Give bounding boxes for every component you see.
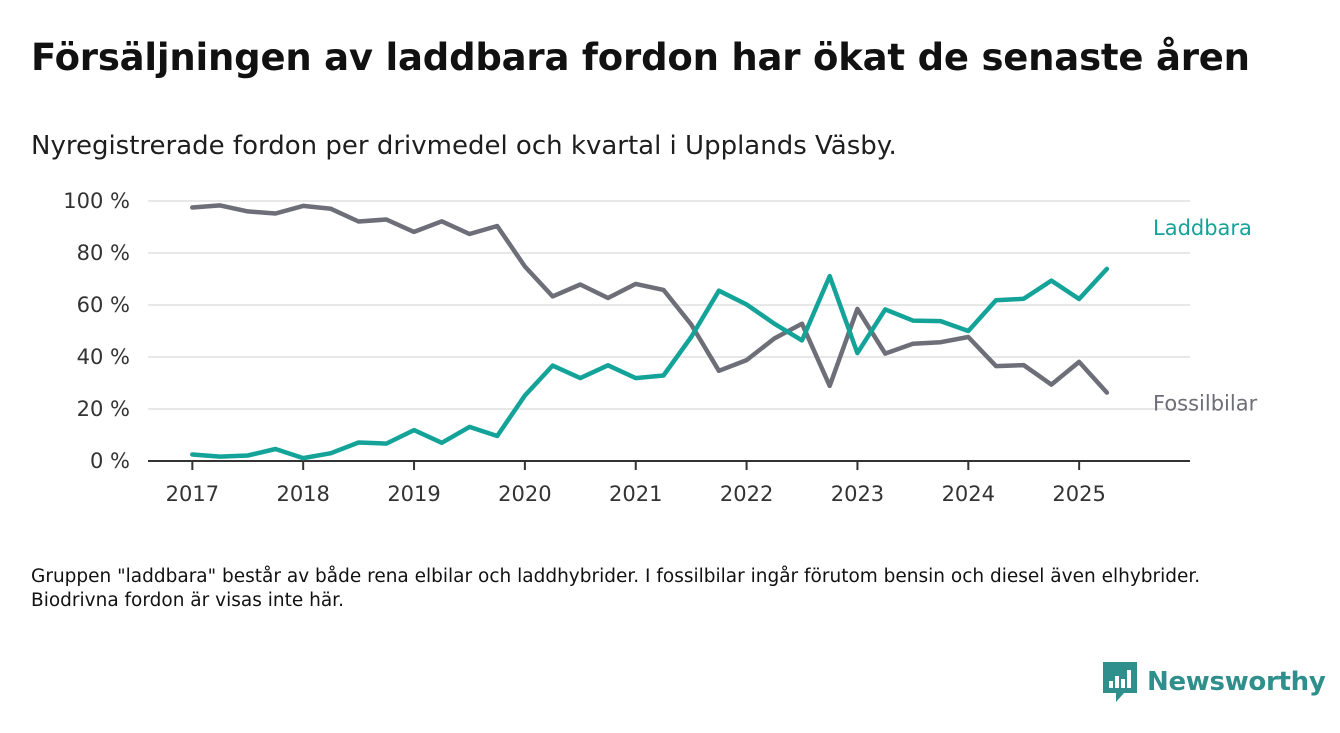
chart-title: Försäljningen av laddbara fordon har öka…	[31, 36, 1250, 79]
y-tick-label: 0 %	[90, 449, 130, 473]
series-labels: Laddbara Fossilbilar	[1153, 216, 1258, 416]
x-tick-label: 2021	[609, 482, 662, 506]
series-line-laddbara	[190, 266, 1110, 461]
brand-name: Newsworthy	[1147, 667, 1326, 697]
y-tick-label: 80 %	[77, 241, 130, 265]
gridlines	[148, 200, 1190, 410]
y-tick-label: 100 %	[63, 189, 130, 213]
series-lines	[190, 203, 1110, 461]
x-tick-label: 2023	[831, 482, 884, 506]
x-tick-label: 2024	[942, 482, 995, 506]
footnote: Gruppen "laddbara" består av både rena e…	[31, 566, 1201, 611]
y-axis: 0 % 20 % 40 % 60 % 80 % 100 %	[63, 189, 130, 473]
x-axis: 2017 2018 2019 2020 2021 2022 2023 2024 2025	[148, 460, 1190, 506]
x-tick-label: 2019	[387, 482, 440, 506]
brand-logo: Newsworthy	[1103, 662, 1326, 702]
newsworthy-logo-icon	[1103, 662, 1137, 702]
x-tick-label: 2025	[1052, 482, 1105, 506]
x-tick-label: 2020	[498, 482, 551, 506]
x-tick-label: 2017	[166, 482, 219, 506]
x-tick-label: 2018	[276, 482, 329, 506]
series-label-fossilbilar: Fossilbilar	[1153, 392, 1258, 416]
y-tick-label: 20 %	[77, 397, 130, 421]
y-tick-label: 60 %	[77, 293, 130, 317]
chart-subtitle: Nyregistrerade fordon per drivmedel och …	[31, 131, 897, 161]
series-label-laddbara: Laddbara	[1153, 216, 1252, 240]
x-tick-label: 2022	[720, 482, 773, 506]
series-line-fossilbilar	[190, 203, 1110, 395]
y-tick-label: 40 %	[77, 345, 130, 369]
